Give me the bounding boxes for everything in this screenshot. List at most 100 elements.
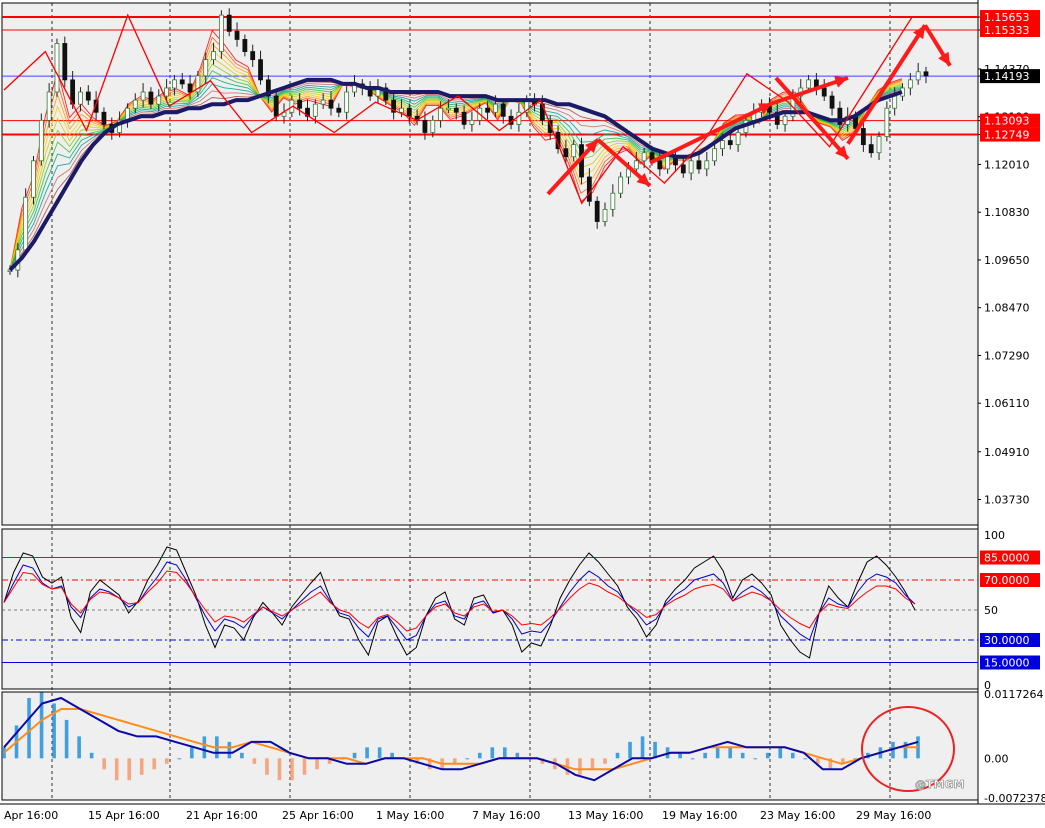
- moving-average-line: [8, 77, 903, 272]
- macd-histogram-bar: [177, 758, 182, 760]
- macd-histogram-bar: [903, 741, 908, 759]
- candle-body: [696, 160, 702, 170]
- forecast-arrow-head: [584, 139, 598, 154]
- candle-body: [383, 87, 389, 101]
- candle-body: [547, 119, 553, 133]
- oscillator-level-box: [980, 633, 1040, 647]
- candle-body: [148, 91, 154, 105]
- price-tag-box: [980, 22, 1040, 37]
- candle-body: [680, 164, 686, 174]
- candle-body: [305, 107, 310, 117]
- macd-histogram-bar: [377, 747, 382, 759]
- candle-body: [837, 107, 843, 125]
- macd-histogram-bar: [477, 752, 482, 759]
- candle-body: [132, 99, 138, 109]
- forecast-arrow-head: [913, 25, 925, 40]
- macd-highlight-circle: [861, 706, 955, 792]
- time-axis-label: 7 May 16:00: [472, 809, 540, 822]
- candle-body: [571, 144, 577, 158]
- macd-histogram-bar: [615, 752, 620, 759]
- time-axis-label: 25 Apr 16:00: [282, 809, 354, 822]
- candle-body: [806, 79, 811, 89]
- macd-histogram-bar: [102, 758, 106, 770]
- forecast-arrow-head: [834, 76, 848, 88]
- macd-histogram-bar: [202, 736, 207, 759]
- candle-body: [868, 144, 874, 154]
- candle-body: [453, 107, 459, 113]
- price-axis-label: 1.09650: [984, 254, 1030, 267]
- time-axis-label: 1 May 16:00: [376, 809, 444, 822]
- oscillator-level-label: 85.0000: [984, 552, 1030, 565]
- macd-histogram-bar: [703, 752, 707, 759]
- macd-histogram-bar: [52, 703, 56, 759]
- candle-body: [31, 160, 36, 198]
- candle-body: [226, 14, 232, 32]
- forecast-arrow-shaft: [649, 101, 773, 165]
- macd-histogram-bar: [139, 758, 144, 775]
- forecast-arrow-head: [758, 103, 772, 115]
- macd-histogram-bar: [277, 758, 282, 781]
- time-axis-label: 13 May 16:00: [568, 809, 643, 822]
- macd-histogram-bar: [715, 747, 720, 759]
- candle-body: [273, 95, 279, 117]
- price-axis-label: 1.06110: [984, 397, 1030, 410]
- macd-histogram-bar: [127, 758, 132, 781]
- macd-histogram-bar: [39, 692, 44, 759]
- candle-body: [688, 160, 694, 174]
- candle-body: [516, 111, 522, 125]
- macd-histogram-bar: [302, 758, 307, 775]
- candle-body: [399, 107, 404, 113]
- macd-histogram-bar: [828, 758, 833, 770]
- candle-body: [203, 59, 209, 77]
- macd-histogram-bar: [227, 741, 232, 759]
- candle-body: [633, 160, 639, 170]
- macd-histogram-bar: [816, 758, 820, 764]
- candle-body: [54, 43, 60, 93]
- macd-histogram-bar: [89, 752, 94, 759]
- macd-histogram-bar: [690, 758, 695, 760]
- candle-body: [140, 91, 146, 101]
- forecast-arrow-shaft: [771, 75, 849, 106]
- macd-histogram-bar: [540, 758, 545, 764]
- oscillator-axis-label: 50: [984, 604, 998, 617]
- candle-body: [320, 99, 326, 105]
- candle-body: [735, 132, 741, 146]
- candle-body: [195, 75, 201, 93]
- macd-histogram-bar: [740, 752, 745, 759]
- candle-body: [328, 99, 334, 109]
- macd-histogram-bar: [765, 752, 770, 759]
- candle-body: [23, 196, 29, 251]
- candle-body: [46, 91, 52, 121]
- candle-body: [265, 79, 271, 97]
- candle-body: [101, 111, 107, 125]
- candle-body: [258, 59, 263, 81]
- oscillator-level-box: [980, 655, 1040, 670]
- macd-histogram-bar: [114, 758, 119, 781]
- macd-histogram-bar: [164, 758, 169, 764]
- candle-body: [469, 119, 475, 125]
- forecast-arrow-head: [636, 172, 650, 186]
- price-tag-box: [980, 10, 1040, 25]
- candle-body: [78, 91, 83, 105]
- macd-histogram-bar: [64, 719, 69, 759]
- price-tag-label: 1.12749: [984, 129, 1030, 142]
- macd-histogram-bar: [790, 752, 795, 759]
- candle-body: [610, 192, 616, 210]
- macd-histogram-bar: [427, 758, 432, 770]
- candle-body: [876, 136, 882, 154]
- price-axis-label: 1.07290: [984, 349, 1030, 362]
- macd-histogram-bar: [240, 752, 244, 759]
- candle-body: [297, 99, 303, 109]
- price-axis-label: 1.08470: [984, 302, 1030, 315]
- watermark-text: @TMGM: [915, 778, 964, 791]
- candle-body: [618, 176, 624, 194]
- candle-body: [312, 103, 318, 117]
- candle-body: [446, 107, 451, 111]
- candle-body: [821, 87, 827, 97]
- macd-histogram-bar: [27, 697, 31, 759]
- candle-body: [892, 95, 898, 109]
- forecast-arrow-shaft: [846, 24, 927, 145]
- price-axis-label: 1.12010: [984, 158, 1030, 171]
- time-axis-label: 19 May 16:00: [662, 809, 737, 822]
